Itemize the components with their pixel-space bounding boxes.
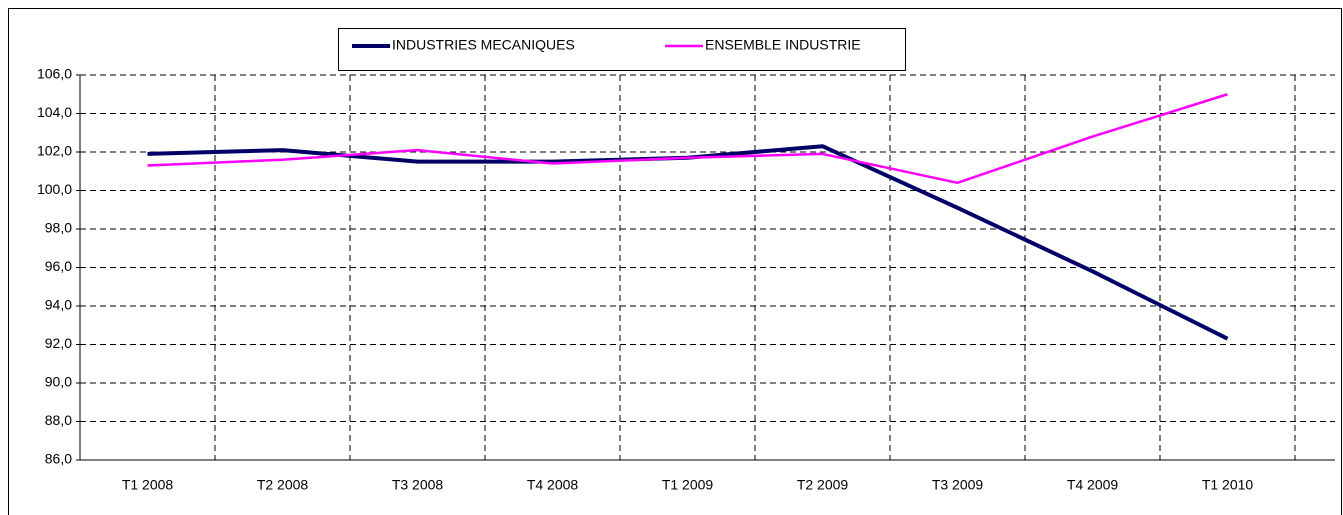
y-tick-label: 86,0 [45, 451, 72, 467]
y-tick-label: 98,0 [45, 220, 72, 236]
x-tick-label: T3 2008 [392, 477, 444, 493]
x-tick-label: T1 2008 [122, 477, 174, 493]
y-tick-label: 94,0 [45, 297, 72, 313]
series-line [147, 93, 1228, 185]
x-tick-label: T1 2010 [1202, 477, 1254, 493]
y-tick-label: 96,0 [45, 258, 72, 274]
y-tick-label: 100,0 [37, 181, 72, 197]
x-tick-label: T2 2008 [257, 477, 309, 493]
x-tick-label: T2 2009 [797, 477, 849, 493]
legend-box [338, 28, 906, 71]
chart-frame [8, 8, 1342, 515]
x-tick-label: T4 2009 [1067, 477, 1119, 493]
y-tick-label: 92,0 [45, 335, 72, 351]
legend-label: INDUSTRIES MECANIQUES [392, 37, 575, 53]
y-tick-label: 102,0 [37, 143, 72, 159]
y-tick-label: 88,0 [45, 412, 72, 428]
y-tick-label: 106,0 [37, 66, 72, 82]
legend-label: ENSEMBLE INDUSTRIE [705, 37, 861, 53]
x-tick-label: T4 2008 [527, 477, 579, 493]
y-tick-label: 90,0 [45, 374, 72, 390]
y-tick-label: 104,0 [37, 104, 72, 120]
x-tick-label: T1 2009 [662, 477, 714, 493]
x-tick-label: T3 2009 [932, 477, 984, 493]
